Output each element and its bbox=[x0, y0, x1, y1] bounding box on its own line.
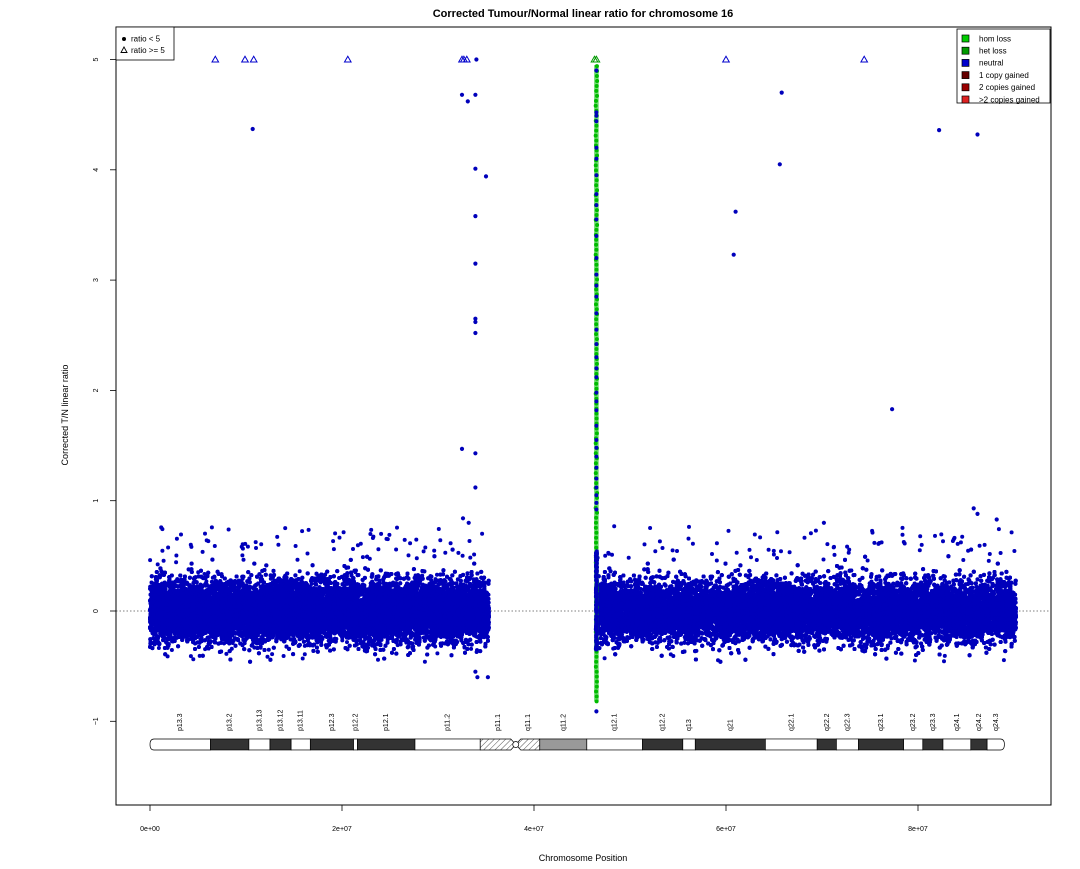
data-point bbox=[174, 560, 178, 564]
y-axis-label: Corrected T/N linear ratio bbox=[60, 365, 70, 466]
data-point bbox=[303, 652, 307, 656]
data-point bbox=[423, 660, 427, 664]
data-point bbox=[298, 569, 302, 573]
x-axis-label: Chromosome Position bbox=[539, 853, 628, 863]
data-point bbox=[345, 640, 349, 644]
data-point bbox=[157, 646, 161, 650]
data-point bbox=[170, 648, 174, 652]
data-point bbox=[282, 654, 286, 658]
data-point bbox=[270, 652, 274, 656]
data-point bbox=[435, 573, 439, 577]
data-point bbox=[156, 562, 160, 566]
chart-title: Corrected Tumour/Normal linear ratio for… bbox=[433, 8, 734, 20]
